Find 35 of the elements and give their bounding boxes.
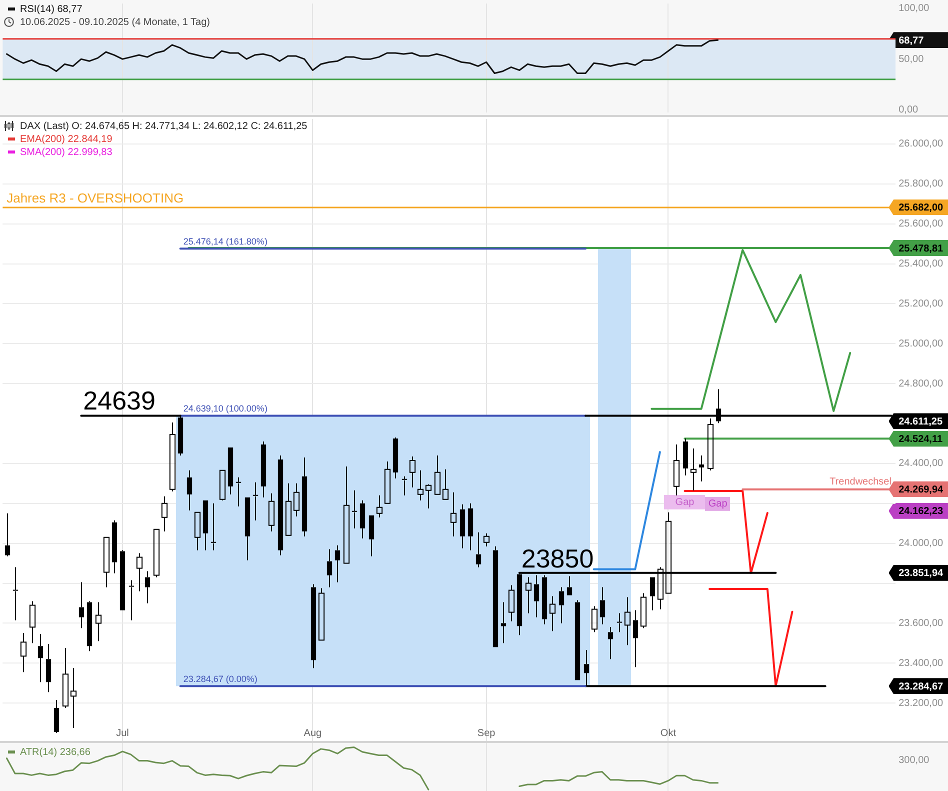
series-label: 25.476,14 (161.80%): [183, 236, 268, 247]
y-tick-label: 24.524,11: [898, 434, 943, 445]
annotation: 24639: [83, 386, 156, 416]
y-tick-label: 23.600,00: [898, 618, 944, 629]
ref-line-label: Jahres R3 - OVERSHOOTING: [6, 190, 184, 206]
chart-title: DAX (Last) O: 24.674,65 H: 24.771,34 L: 24.602,12 C: 24.611,25: [20, 120, 308, 132]
y-tick-label: 25.478,81: [898, 243, 944, 254]
x-tick-label: Aug: [304, 728, 322, 739]
y-tick-label: 23.200,00: [898, 698, 944, 709]
x-tick-label: Jul: [116, 728, 129, 739]
legend-label: EMA(200) 22.844,19: [20, 134, 113, 145]
series-label: Trendwechsel: [830, 476, 892, 488]
legend-label: ATR(14) 236,66: [20, 746, 91, 758]
y-tick-label: 24.400,00: [898, 458, 944, 470]
y-tick-label: 25.000,00: [898, 338, 944, 350]
y-tick-label: 24.611,25: [898, 416, 943, 428]
y-tick-label: 25.400,00: [898, 258, 944, 270]
y-tick-label: 25.800,00: [898, 178, 944, 190]
y-tick-label: 23.400,00: [898, 658, 944, 669]
y-tick-label: 24.269,94: [898, 484, 944, 496]
y-tick-label: 26.000,00: [898, 138, 944, 150]
series-label: 24.639,10 (100.00%): [183, 404, 268, 414]
x-tick-label: Okt: [660, 728, 676, 739]
x-tick-label: Sep: [477, 728, 496, 739]
y-tick-label: 25.600,00: [898, 218, 944, 230]
y-tick-label: 23.284,67: [898, 681, 944, 692]
y-tick-label: 25.682,00: [898, 202, 944, 214]
y-tick-label: 25.200,00: [898, 298, 944, 310]
y-tick-label: 24.000,00: [898, 538, 944, 550]
y-tick-label: 24.162,23: [898, 506, 944, 518]
y-tick-label: 23.851,94: [898, 568, 944, 580]
y-tick-label: 24.800,00: [898, 378, 944, 390]
text: 300,00: [898, 754, 930, 766]
series-label: Gap: [708, 498, 728, 510]
legend-label: SMA(200) 22.999,83: [20, 146, 113, 158]
